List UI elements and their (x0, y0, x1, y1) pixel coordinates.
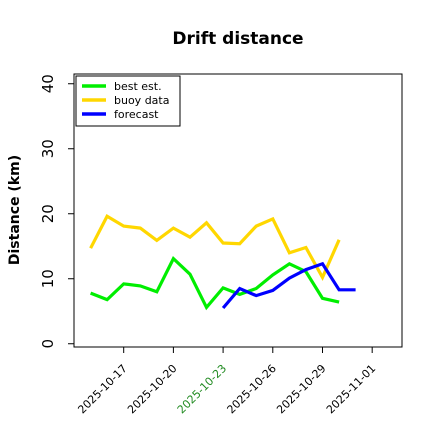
series-line-1 (89, 214, 341, 281)
legend-label: buoy data (114, 94, 169, 107)
legend-label: best est. (114, 80, 162, 93)
series-line-0 (90, 255, 340, 311)
y-tick-label: 20 (39, 204, 57, 223)
x-tick-label: 2025-10-29 (274, 362, 328, 416)
y-tick-label: 0 (39, 339, 57, 349)
x-tick-label: 2025-10-20 (125, 362, 179, 416)
y-tick-label: 10 (39, 269, 57, 288)
x-tick-label: 2025-11-01 (324, 362, 378, 416)
series-lines (89, 214, 356, 311)
chart-title: Drift distance (172, 29, 303, 49)
plot-frame (73, 73, 403, 348)
x-tick-label: 2025-10-26 (225, 362, 279, 416)
y-axis-label: Distance (km) (7, 155, 23, 265)
x-tick-label: 2025-10-23 (175, 362, 229, 416)
y-tick-label: 30 (39, 139, 57, 158)
legend-label: forecast (114, 108, 159, 121)
y-tick-label: 40 (39, 74, 57, 93)
x-tick-label: 2025-10-17 (75, 362, 129, 416)
